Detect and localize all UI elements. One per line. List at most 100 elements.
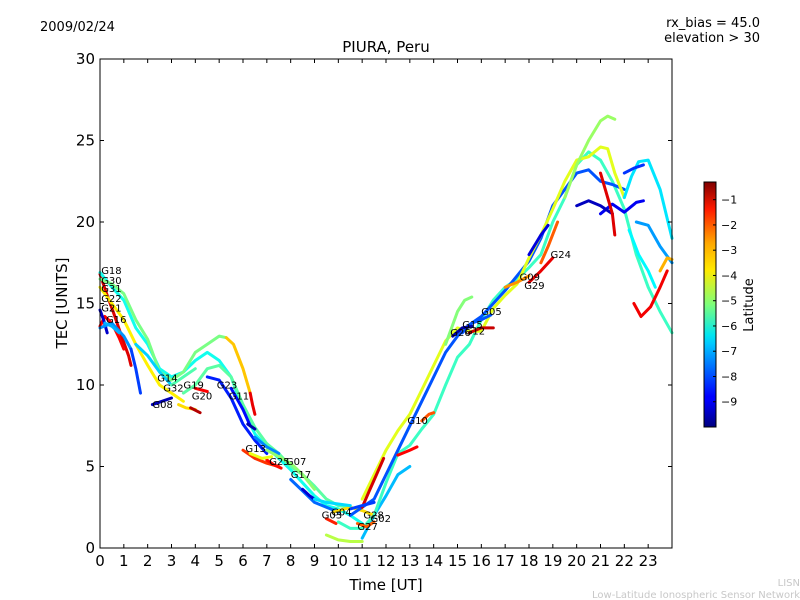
colorbar — [703, 181, 717, 428]
sat-label-g08: G08 — [152, 400, 172, 411]
x-tick-label: 10 — [329, 552, 348, 570]
sat-label-g28: G28 — [363, 511, 383, 522]
sat-label-g10: G10 — [407, 416, 427, 427]
tec-track-50 — [301, 487, 316, 501]
tec-track-56 — [170, 367, 197, 387]
series-layer — [98, 114, 674, 543]
x-tick-label: 15 — [448, 552, 467, 570]
sat-label-g11: G11 — [229, 392, 249, 403]
y-axis-label: TEC [UNITS] — [53, 258, 71, 350]
tec-track-25 — [563, 114, 617, 200]
sat-label-g09: G09 — [520, 273, 540, 284]
x-tick-label: 4 — [191, 552, 201, 570]
tec-track-24 — [360, 145, 626, 501]
sat-label-g15: G15 — [462, 320, 482, 331]
tec-track-31 — [622, 163, 645, 175]
sat-label-g12: G12 — [465, 327, 485, 338]
x-tick-label: 22 — [615, 552, 634, 570]
x-tick-label: 14 — [424, 552, 443, 570]
y-tick-label: 30 — [76, 50, 95, 68]
x-tick-label: 7 — [262, 552, 272, 570]
x-tick-label: 5 — [214, 552, 224, 570]
tec-track-35 — [599, 171, 617, 237]
tec-track-49 — [265, 448, 316, 491]
sat-label-g02: G02 — [371, 514, 391, 525]
sat-label-g30: G30 — [101, 276, 121, 287]
tec-track-14 — [193, 386, 209, 393]
x-tick-label: 18 — [519, 552, 538, 570]
colorbar-tick-label: −3 — [721, 244, 737, 257]
tec-track-51 — [313, 497, 352, 508]
sat-label-g19: G19 — [183, 380, 203, 391]
tec-track-18 — [324, 517, 338, 525]
tec-track-42 — [467, 326, 495, 335]
x-tick-label: 0 — [95, 552, 105, 570]
tec-track-29 — [658, 256, 674, 273]
x-tick-label: 9 — [310, 552, 320, 570]
tec-track-54 — [103, 321, 121, 335]
sat-label-g32: G32 — [163, 384, 183, 395]
x-tick-label: 21 — [591, 552, 610, 570]
y-tick-label: 15 — [76, 295, 95, 313]
tec-track-37 — [527, 223, 550, 257]
tec-track-13 — [289, 478, 340, 514]
tec-track-33 — [575, 199, 614, 216]
tec-track-48 — [253, 435, 281, 455]
tec-track-45 — [360, 456, 386, 509]
date-label: 2009/02/24 — [40, 20, 115, 35]
sat-label-g27: G27 — [357, 522, 377, 533]
tec-track-52 — [265, 458, 283, 470]
x-tick-label: 13 — [400, 552, 419, 570]
y-tick-label: 10 — [76, 376, 95, 394]
y-tick-label: 25 — [76, 132, 95, 150]
tec-track-26 — [622, 158, 674, 240]
tec-track-30 — [632, 269, 669, 318]
tec-track-20 — [324, 533, 364, 543]
tec-track-17 — [189, 406, 202, 415]
tec-track-57 — [229, 386, 252, 428]
y-tick-label: 20 — [76, 213, 95, 231]
elevation-label: elevation > 30 — [664, 31, 760, 46]
sat-label-g25: G25 — [269, 457, 289, 468]
plot-area — [100, 59, 672, 548]
colorbar-tick-label: −5 — [721, 295, 737, 308]
x-tick-label: 6 — [238, 552, 248, 570]
sat-label-g07: G07 — [286, 457, 306, 468]
tec-track-46 — [355, 520, 376, 529]
sat-label-g22: G22 — [101, 294, 121, 305]
x-tick-label: 8 — [286, 552, 296, 570]
tec-track-41 — [451, 324, 474, 338]
footer-org-long: Low-Latitude Ionospheric Sensor Network — [592, 590, 800, 600]
tec-track-10 — [181, 363, 352, 509]
colorbar-tick-label: −8 — [721, 370, 737, 383]
tec-track-8 — [98, 321, 133, 351]
tec-track-55 — [134, 342, 173, 387]
colorbar-tick-label: −4 — [721, 269, 737, 282]
tec-track-27 — [634, 220, 674, 265]
colorbar-tick-label: −7 — [721, 345, 737, 358]
x-tick-label: 19 — [543, 552, 562, 570]
sat-label-g03: G03 — [322, 511, 342, 522]
tec-track-39 — [444, 295, 474, 346]
colorbar-tick-label: −9 — [721, 396, 737, 409]
tec-track-9 — [129, 347, 142, 395]
sat-label-g17: G17 — [291, 470, 311, 481]
x-tick-label: 2 — [143, 552, 153, 570]
tec-track-43 — [396, 445, 419, 457]
x-tick-label: 16 — [472, 552, 491, 570]
colorbar-tick-label: −6 — [721, 320, 737, 333]
tec-track-5 — [98, 285, 185, 403]
tec-track-2 — [98, 308, 109, 335]
tec-track-28 — [627, 228, 657, 289]
x-axis-label: Time [UT] — [348, 576, 422, 594]
sat-label-g13: G13 — [245, 444, 265, 455]
sat-label-g29: G29 — [524, 281, 544, 292]
sat-label-g16: G16 — [106, 315, 126, 326]
x-tick-label: 1 — [119, 552, 129, 570]
x-tick-label: 20 — [567, 552, 586, 570]
tec-track-34 — [539, 220, 560, 265]
sat-label-g24: G24 — [551, 250, 571, 261]
sat-label-g04: G04 — [331, 507, 351, 518]
colorbar-label: Latitude — [742, 278, 757, 332]
